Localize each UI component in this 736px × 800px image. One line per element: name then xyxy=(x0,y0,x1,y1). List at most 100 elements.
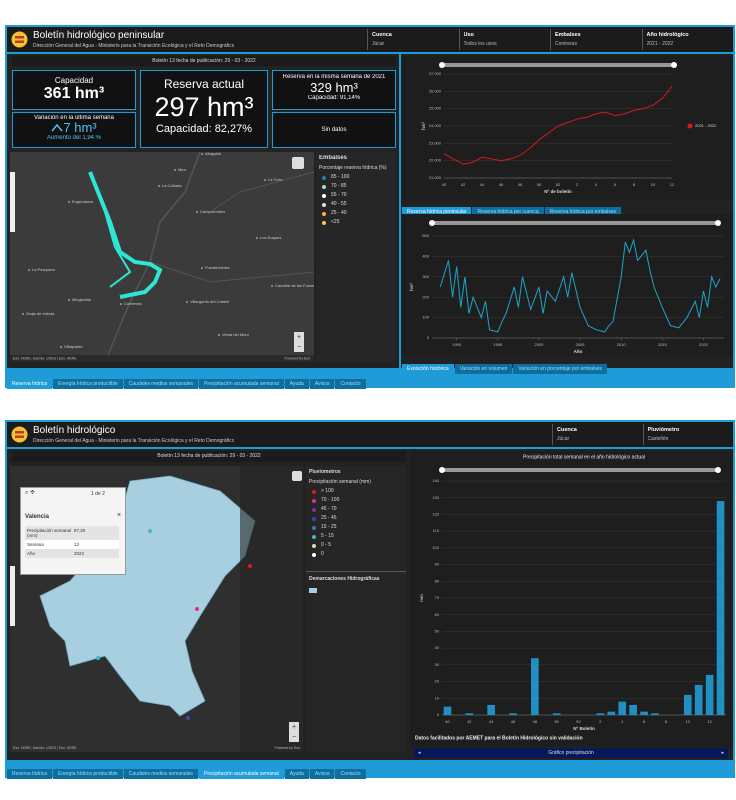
place-label: La Cañada xyxy=(162,183,182,188)
tab[interactable]: Energía hídrica productible xyxy=(53,769,123,779)
popup-tools[interactable]: ⌕ ✥ xyxy=(25,490,35,496)
series-line xyxy=(443,85,673,165)
legend-item: <25 xyxy=(319,218,393,227)
place-dot xyxy=(201,153,203,155)
legend-swatch xyxy=(312,552,316,557)
y-tick-label: 500 xyxy=(422,233,429,238)
slider-handle[interactable] xyxy=(715,220,721,226)
tab[interactable]: Caudales medios semanales xyxy=(123,379,198,389)
zoom-in[interactable]: + xyxy=(292,724,296,731)
range-slider[interactable] xyxy=(430,221,720,225)
legend-swatch xyxy=(312,516,316,521)
legend-item: 25 - 45 xyxy=(309,514,403,523)
filter[interactable]: Embalses Contreras xyxy=(550,29,640,50)
dropdown-next[interactable]: ▸ xyxy=(721,750,724,756)
x-tick-label: 46 xyxy=(499,182,504,187)
zoom-out[interactable]: − xyxy=(292,734,296,741)
popup: ⌕ ✥ 1 de 2 Valencia × Precipitación sema… xyxy=(20,487,126,575)
legend-item: > 100 xyxy=(309,487,403,496)
attribution: Esri, HERE, Garmin, USGS | Esri, HERE xyxy=(13,356,77,360)
place-label: Mira xyxy=(178,167,187,172)
range-slider[interactable] xyxy=(440,63,676,67)
tab[interactable]: Reserva hídrica xyxy=(7,379,53,389)
filter-label: Embalses xyxy=(555,32,581,38)
tab[interactable]: Energía hídrica productible xyxy=(53,379,123,389)
logo xyxy=(11,426,28,443)
dropdown-prev[interactable]: ◂ xyxy=(418,750,421,756)
road xyxy=(149,261,314,283)
tab[interactable]: Precipitación acumulada semanal xyxy=(198,379,284,389)
filter-label: Cuenca xyxy=(372,32,392,38)
tab[interactable]: Evolución histórica xyxy=(402,364,454,374)
bar xyxy=(552,713,561,715)
y-tick-label: 25.000 xyxy=(429,106,442,111)
tab[interactable]: Reserva hídrica xyxy=(7,769,53,779)
slider-handle[interactable] xyxy=(439,467,445,473)
zoom-control[interactable] xyxy=(294,332,304,352)
map[interactable]: + − Esri, HERE, Garmin, USGS | Esri, HER… xyxy=(10,152,314,362)
tab[interactable]: Precipitación acumulada semanal xyxy=(198,769,284,779)
slider-handle[interactable] xyxy=(439,62,445,68)
station xyxy=(96,656,100,660)
tab[interactable]: Reserva hídrica por embalses xyxy=(544,207,622,217)
popup-value: 13 xyxy=(74,542,80,547)
place-dot xyxy=(271,285,273,287)
x-tick-label: 40 xyxy=(445,719,450,724)
side-handle[interactable] xyxy=(10,566,15,626)
filter[interactable]: Cuenca Júcar xyxy=(552,424,641,445)
place-dot xyxy=(218,334,220,336)
filter[interactable]: Pluviómetro Castellón xyxy=(642,424,732,445)
slider-handle[interactable] xyxy=(671,62,677,68)
x-tick-label: 8 xyxy=(665,719,668,724)
side-handle[interactable] xyxy=(10,172,15,232)
kpi-no-data: Sin datos xyxy=(272,112,396,148)
legend-swatch xyxy=(309,588,317,593)
zoom-in[interactable]: + xyxy=(297,334,301,341)
zoom-out[interactable]: − xyxy=(297,344,301,351)
bar xyxy=(705,674,714,715)
tab[interactable]: Ayuda xyxy=(284,769,309,779)
zoom-control[interactable] xyxy=(289,722,299,742)
tab[interactable]: Caudales medios semanales xyxy=(123,769,198,779)
place-label: Enguídanos xyxy=(72,199,93,204)
dropdown[interactable]: ◂ Gráfico precipitación ▸ xyxy=(414,748,728,758)
place-label: La Pesquera xyxy=(32,267,55,272)
y-tick-label: 27.000 xyxy=(429,71,442,76)
place-label: Villargordo del Cabriel xyxy=(190,299,229,304)
legend-label: 85 - 100 xyxy=(331,174,350,180)
dropdown-label[interactable]: Gráfico precipitación xyxy=(548,750,594,756)
filter[interactable]: Cuenca Júcar xyxy=(367,29,457,50)
legend: Pluviometros Precipitación semanal (mm) … xyxy=(306,466,406,752)
filter[interactable]: Uso Todos los usos xyxy=(458,29,549,50)
popup-pager[interactable]: 1 de 2 xyxy=(91,491,105,497)
filter-label: Cuenca xyxy=(557,427,577,433)
tab[interactable]: Contacto xyxy=(335,379,366,389)
note: Datos facilitados por AEMET para el Bole… xyxy=(415,735,583,741)
y-tick-label: 21.000 xyxy=(429,175,442,180)
legend-subtitle: Porcentaje reserva hídrica (%) xyxy=(319,165,387,171)
tab[interactable]: Ayuda xyxy=(284,379,309,389)
map-button[interactable] xyxy=(292,471,302,481)
legend: Embalses Porcentaje reserva hídrica (%) … xyxy=(316,152,396,362)
tab[interactable]: Contacto xyxy=(335,769,366,779)
tab[interactable]: Variación en porcentaje por embalses xyxy=(513,364,607,374)
slider-handle[interactable] xyxy=(715,467,721,473)
legend-title: Pluviometros xyxy=(309,469,341,475)
tab[interactable]: Avisos xyxy=(309,769,335,779)
tab[interactable]: Variación en volumen xyxy=(454,364,513,374)
filter[interactable]: Año hidrológico 2021 - 2022 xyxy=(641,29,732,50)
popup-close[interactable]: × xyxy=(117,512,122,519)
tab[interactable]: Reserva hídrica peninsular xyxy=(402,207,472,217)
tab[interactable]: Reserva hídrica por cuenca xyxy=(472,207,544,217)
credit: Powered by Esri xyxy=(275,746,301,750)
bar xyxy=(607,711,616,715)
slider-handle[interactable] xyxy=(429,220,435,226)
x-tick-label: 6 xyxy=(614,182,617,187)
legend-label: <25 xyxy=(331,219,340,225)
range-slider[interactable] xyxy=(440,468,720,472)
legend-subtitle: Precipitación semanal (mm) xyxy=(309,479,371,485)
x-tick-label: 12 xyxy=(670,182,675,187)
x-tick-label: 12 xyxy=(707,719,712,724)
tab[interactable]: Avisos xyxy=(309,379,335,389)
map-button[interactable] xyxy=(292,157,304,169)
